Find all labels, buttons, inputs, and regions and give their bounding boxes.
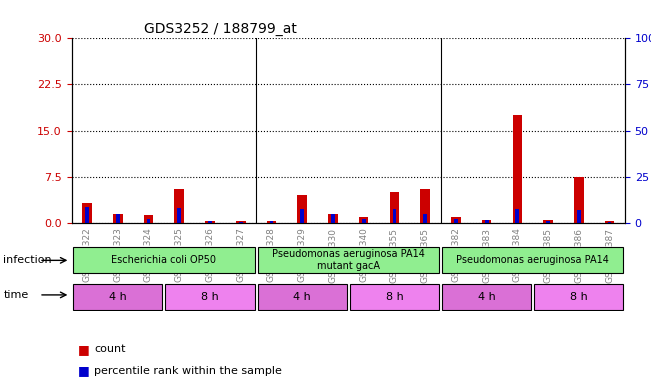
Bar bbox=[362, 219, 366, 223]
Bar bbox=[113, 214, 122, 223]
Bar bbox=[208, 221, 212, 223]
FancyBboxPatch shape bbox=[258, 284, 347, 310]
Bar bbox=[146, 219, 150, 223]
Bar bbox=[267, 221, 276, 223]
Bar bbox=[544, 220, 553, 223]
Bar bbox=[516, 209, 519, 223]
Text: ■: ■ bbox=[78, 364, 90, 377]
Text: Escherichia coli OP50: Escherichia coli OP50 bbox=[111, 255, 216, 265]
Text: 8 h: 8 h bbox=[570, 291, 588, 302]
Bar bbox=[82, 203, 92, 223]
Bar bbox=[328, 214, 338, 223]
Bar bbox=[451, 217, 461, 223]
FancyBboxPatch shape bbox=[350, 284, 439, 310]
Text: 4 h: 4 h bbox=[478, 291, 495, 302]
Text: 8 h: 8 h bbox=[385, 291, 403, 302]
Text: time: time bbox=[3, 290, 29, 300]
Bar bbox=[485, 220, 488, 223]
Bar bbox=[205, 221, 215, 223]
Bar bbox=[298, 195, 307, 223]
FancyBboxPatch shape bbox=[165, 284, 255, 310]
FancyBboxPatch shape bbox=[442, 284, 531, 310]
Text: Pseudomonas aeruginosa PA14: Pseudomonas aeruginosa PA14 bbox=[456, 255, 609, 265]
Text: ■: ■ bbox=[78, 343, 90, 356]
Bar bbox=[177, 208, 181, 223]
Bar bbox=[393, 209, 396, 223]
Bar bbox=[607, 222, 611, 223]
Text: GDS3252 / 188799_at: GDS3252 / 188799_at bbox=[143, 22, 296, 36]
Text: 8 h: 8 h bbox=[201, 291, 219, 302]
Bar bbox=[574, 177, 584, 223]
Bar bbox=[270, 221, 273, 223]
Bar bbox=[423, 214, 427, 223]
Bar bbox=[300, 209, 304, 223]
Bar bbox=[482, 220, 492, 223]
Text: count: count bbox=[94, 344, 126, 354]
Bar bbox=[359, 217, 368, 223]
Text: percentile rank within the sample: percentile rank within the sample bbox=[94, 366, 283, 376]
Bar bbox=[174, 189, 184, 223]
Bar bbox=[512, 115, 522, 223]
Bar bbox=[421, 189, 430, 223]
Bar bbox=[239, 222, 243, 223]
FancyBboxPatch shape bbox=[534, 284, 624, 310]
FancyBboxPatch shape bbox=[73, 284, 162, 310]
Bar bbox=[605, 221, 615, 223]
Bar bbox=[389, 192, 399, 223]
Bar bbox=[331, 214, 335, 223]
Bar bbox=[236, 221, 245, 223]
Bar bbox=[116, 214, 120, 223]
Bar bbox=[85, 207, 89, 223]
Bar bbox=[144, 215, 153, 223]
Text: 4 h: 4 h bbox=[294, 291, 311, 302]
Text: Pseudomonas aeruginosa PA14
mutant gacA: Pseudomonas aeruginosa PA14 mutant gacA bbox=[272, 249, 424, 271]
Text: infection: infection bbox=[3, 255, 52, 265]
FancyBboxPatch shape bbox=[258, 247, 439, 273]
FancyBboxPatch shape bbox=[442, 247, 624, 273]
Bar bbox=[546, 221, 550, 223]
FancyBboxPatch shape bbox=[73, 247, 255, 273]
Bar bbox=[454, 219, 458, 223]
Bar bbox=[577, 210, 581, 223]
Text: 4 h: 4 h bbox=[109, 291, 126, 302]
